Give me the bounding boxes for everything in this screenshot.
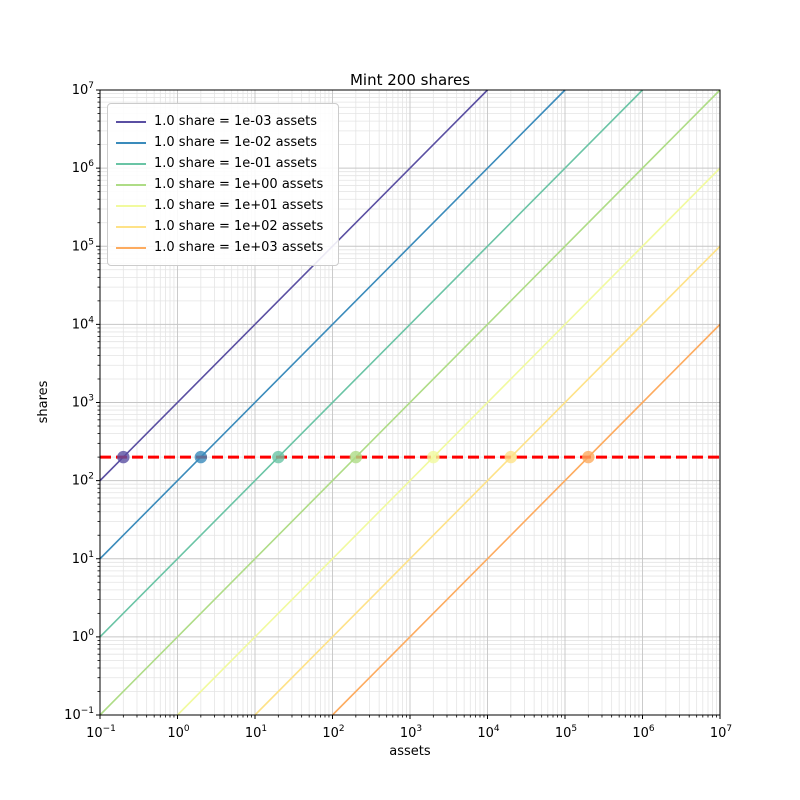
legend-label: 1.0 share = 1e-01 assets <box>154 156 318 171</box>
legend-label: 1.0 share = 1e+01 assets <box>154 198 324 213</box>
mint-point-3 <box>349 450 363 464</box>
legend-label: 1.0 share = 1e-02 assets <box>154 135 318 150</box>
mint-point-5 <box>504 450 518 464</box>
series-line-6 <box>331 323 721 716</box>
series-line-4 <box>176 167 721 716</box>
legend-item: 1.0 share = 1e+00 assets <box>116 174 330 195</box>
series-lines <box>99 89 721 716</box>
y-tick-label: 100 <box>72 628 95 645</box>
series-line-0 <box>99 89 489 482</box>
x-tick-label: 104 <box>477 724 500 741</box>
legend-item: 1.0 share = 1e+02 assets <box>116 216 330 237</box>
legend-line-swatch <box>116 183 146 186</box>
mint-point-2 <box>272 450 285 464</box>
x-tick-label: 101 <box>245 724 267 741</box>
y-tick-label: 102 <box>72 472 94 489</box>
legend-label: 1.0 share = 1e-03 assets <box>154 114 318 129</box>
y-tick-label: 104 <box>72 315 95 332</box>
y-tick-label: 105 <box>72 237 94 254</box>
x-tick-label: 106 <box>632 724 655 741</box>
legend-item: 1.0 share = 1e+03 assets <box>116 237 330 258</box>
y-tick-label: 107 <box>72 81 94 98</box>
x-tick-label: 100 <box>167 724 190 741</box>
legend-item: 1.0 share = 1e-03 assets <box>116 111 330 132</box>
chart-title: Mint 200 shares <box>349 71 471 89</box>
mint-point-0 <box>117 450 130 464</box>
legend-line-swatch <box>116 225 146 228</box>
mint-point-1 <box>194 450 208 464</box>
legend-line-swatch <box>116 162 146 165</box>
legend-line-swatch <box>116 141 146 144</box>
series-line-2 <box>99 89 644 638</box>
y-tick-label: 101 <box>72 550 94 567</box>
y-tick-label: 103 <box>72 394 94 411</box>
legend-line-swatch <box>116 204 146 207</box>
legend-line-swatch <box>116 120 146 123</box>
legend-item: 1.0 share = 1e+01 assets <box>116 195 330 216</box>
y-tick-label: 106 <box>72 159 95 176</box>
series-line-3 <box>99 89 721 716</box>
mint-point-4 <box>427 450 440 464</box>
axis-ticks: 10−1 100 101 102 103 104 105 106 107 10−1 100 101 10… <box>64 81 732 741</box>
x-axis-label: assets <box>389 744 431 759</box>
x-tick-label: 10−1 <box>86 724 116 741</box>
mint-points <box>117 450 595 464</box>
series-line-1 <box>99 89 566 560</box>
legend-item: 1.0 share = 1e-01 assets <box>116 153 330 174</box>
legend-label: 1.0 share = 1e+02 assets <box>154 219 324 234</box>
x-tick-label: 107 <box>710 724 732 741</box>
series-line-5 <box>254 245 721 716</box>
legend-label: 1.0 share = 1e+03 assets <box>154 240 324 255</box>
legend-item: 1.0 share = 1e-02 assets <box>116 132 330 153</box>
mint-point-6 <box>582 450 595 464</box>
legend-label: 1.0 share = 1e+00 assets <box>154 177 324 192</box>
x-tick-label: 103 <box>400 724 422 741</box>
legend-line-swatch <box>116 246 146 249</box>
y-axis-label: shares <box>36 380 51 424</box>
legend: 1.0 share = 1e-03 assets 1.0 share = 1e-0… <box>107 103 339 266</box>
y-tick-label: 10−1 <box>64 706 94 723</box>
x-tick-label: 105 <box>555 724 577 741</box>
x-tick-label: 102 <box>322 724 344 741</box>
